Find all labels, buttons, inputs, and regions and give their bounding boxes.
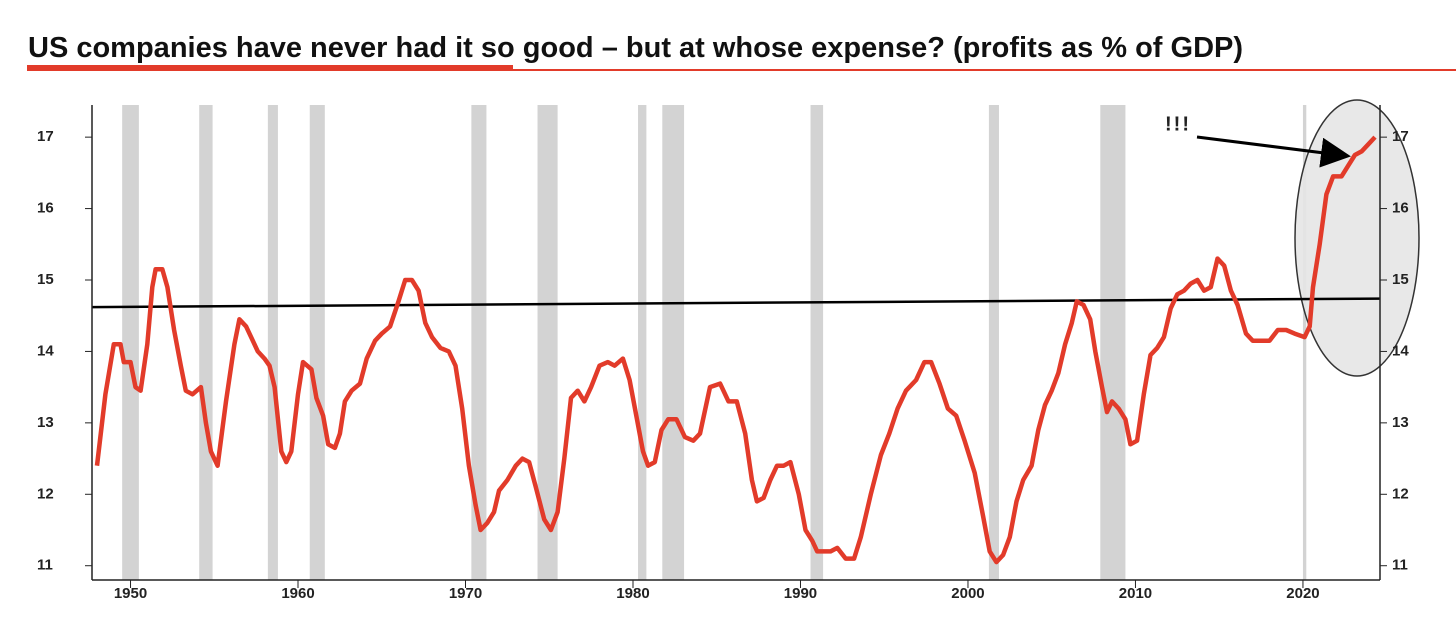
recession-band xyxy=(122,105,139,580)
x-tick-label: 1960 xyxy=(281,585,314,602)
recession-band xyxy=(537,105,558,580)
y-tick-label: 15 xyxy=(37,271,54,288)
data-line xyxy=(94,135,1377,565)
y2-tick-label: 11 xyxy=(1392,557,1408,574)
x-tick-label: 1980 xyxy=(616,585,649,602)
trend-line xyxy=(91,297,1381,309)
recession-band xyxy=(1302,105,1307,580)
y2-tick-label: 15 xyxy=(1392,271,1409,288)
highlight-ellipse xyxy=(1294,99,1420,377)
recession-band xyxy=(309,105,325,580)
y2-tick-label: 14 xyxy=(1392,342,1409,359)
title-underline xyxy=(27,65,513,71)
x-tick-label: 1970 xyxy=(449,585,482,602)
x-tick-label: 2020 xyxy=(1286,585,1319,602)
annotation: !!! xyxy=(1165,113,1191,135)
y-tick-label: 13 xyxy=(37,414,54,431)
recession-band xyxy=(471,105,487,580)
y2-tick-label: 17 xyxy=(1392,128,1409,145)
recession-band xyxy=(267,105,278,580)
chart-title: US companies have never had it so good –… xyxy=(28,32,1243,64)
title-rule xyxy=(513,69,1456,71)
x-tick-label: 1990 xyxy=(784,585,817,602)
y-tick-label: 11 xyxy=(37,557,53,574)
y-tick-label: 17 xyxy=(37,128,54,145)
y-tick-label: 14 xyxy=(37,342,54,359)
recession-band xyxy=(199,105,213,580)
y-tick-label: 12 xyxy=(37,485,54,502)
recession-bands xyxy=(122,105,1307,580)
x-tick-label: 1950 xyxy=(114,585,147,602)
y2-tick-label: 12 xyxy=(1392,485,1409,502)
annotation-arrow xyxy=(1196,135,1351,168)
y2-tick-label: 13 xyxy=(1392,414,1409,431)
recession-band xyxy=(1100,105,1126,580)
x-tick-label: 2000 xyxy=(951,585,984,602)
recession-band xyxy=(638,105,647,580)
y-tick-label: 16 xyxy=(37,200,54,217)
recession-band xyxy=(810,105,824,580)
x-tick-label: 2010 xyxy=(1119,585,1152,602)
plot: 11 12 13 14 15 16 17 11 12 13 14 15 16 17 1950 1960 1970… xyxy=(37,128,1409,602)
y2-tick-label: 16 xyxy=(1392,200,1409,217)
recession-band xyxy=(988,105,999,580)
recession-band xyxy=(662,105,685,580)
